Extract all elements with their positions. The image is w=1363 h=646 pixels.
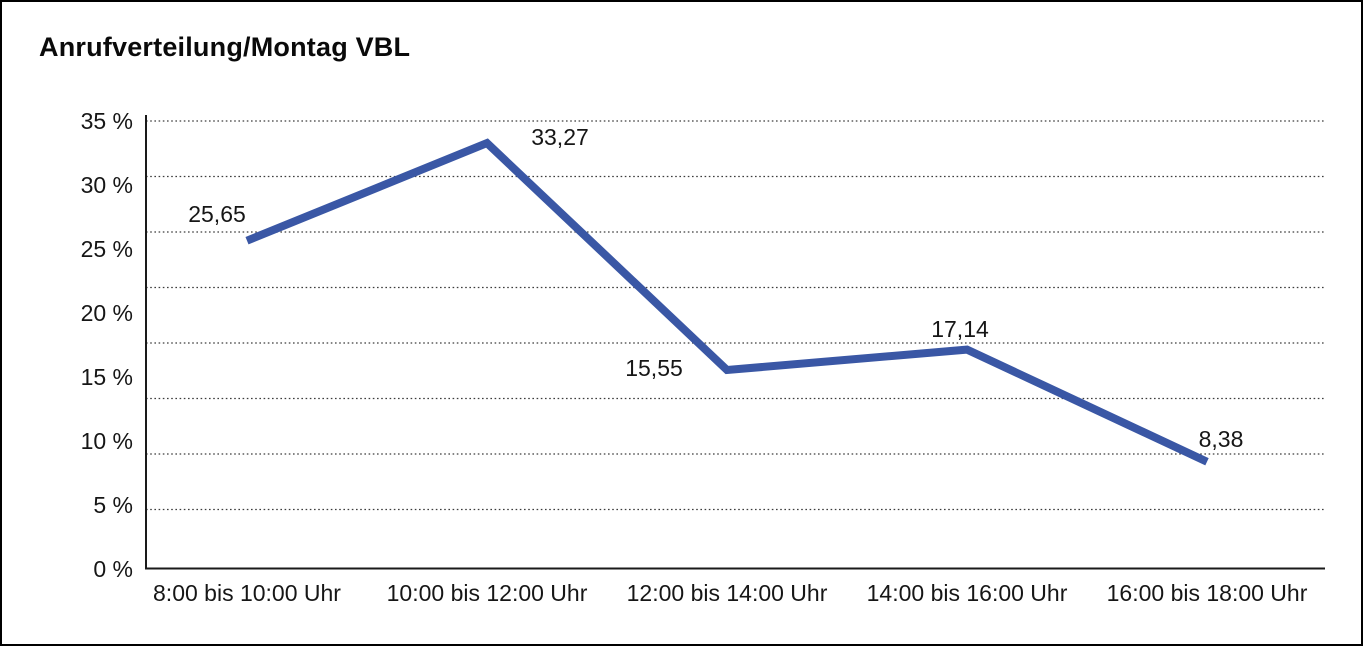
y-axis-tick-label: 10 % — [80, 428, 133, 454]
gridlines — [146, 120, 1325, 511]
y-axis-tick-label: 5 % — [93, 492, 133, 518]
data-point-label: 25,65 — [188, 201, 246, 227]
x-axis-category-label: 10:00 bis 12:00 Uhr — [386, 580, 588, 606]
y-axis-tick-label: 0 % — [93, 556, 133, 582]
x-axis-category-label: 14:00 bis 16:00 Uhr — [866, 580, 1068, 606]
data-point-label: 8,38 — [1198, 426, 1244, 452]
chart-title: Anrufverteilung/Montag VBL — [39, 32, 411, 62]
data-point-label: 15,55 — [625, 355, 683, 381]
y-axis-tick-label: 25 % — [80, 236, 133, 262]
x-axis-category-label: 8:00 bis 10:00 Uhr — [153, 580, 341, 606]
x-axis-category-label: 16:00 bis 18:00 Uhr — [1106, 580, 1308, 606]
y-axis-tick-label: 20 % — [80, 300, 133, 326]
y-axis-tick-label: 15 % — [80, 364, 133, 390]
y-axis-tick-label: 30 % — [80, 172, 133, 198]
data-point-label: 33,27 — [531, 124, 589, 150]
data-series-line — [245, 138, 1209, 466]
x-axis-category-label: 12:00 bis 14:00 Uhr — [626, 580, 828, 606]
data-point-label: 17,14 — [931, 316, 989, 342]
y-axis-tick-label: 35 % — [80, 108, 133, 134]
